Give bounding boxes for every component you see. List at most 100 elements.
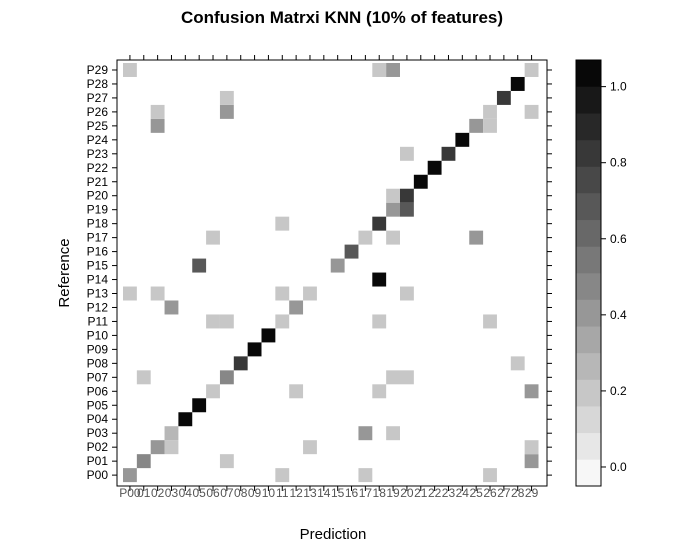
cell-P01-P29 xyxy=(524,454,539,469)
cell-P00-P11 xyxy=(275,468,290,483)
colorbar-band-1 xyxy=(576,432,601,460)
cell-P06-P18 xyxy=(372,384,387,399)
x-tick-label-P26: 26 xyxy=(483,486,497,500)
cell-P25-P26 xyxy=(483,118,497,133)
cell-P28-P28 xyxy=(510,76,525,91)
cell-P04-P04 xyxy=(178,412,193,427)
cell-P19-P19 xyxy=(386,202,400,217)
cell-P11-P07 xyxy=(219,314,234,329)
y-tick-label-P12: P12 xyxy=(87,300,109,314)
colorbar-tick-label-0: 0.0 xyxy=(610,460,627,474)
x-tick-label-P21: 21 xyxy=(414,486,428,500)
y-tick-label-P00: P00 xyxy=(87,468,109,482)
cell-P25-P25 xyxy=(469,118,484,133)
colorbar-band-8 xyxy=(576,246,601,274)
x-tick-label-P16: 16 xyxy=(345,486,359,500)
x-tick-label-P24: 24 xyxy=(456,486,470,500)
cell-P17-P06 xyxy=(206,230,220,245)
colorbar-tick-label-2: 0.4 xyxy=(610,308,627,322)
cell-P18-P18 xyxy=(372,216,387,231)
cell-P11-P26 xyxy=(483,314,497,329)
cell-P26-P29 xyxy=(524,104,539,119)
cell-P26-P26 xyxy=(483,104,497,119)
cell-P27-P27 xyxy=(496,90,511,105)
x-tick-label-P03: 03 xyxy=(165,486,179,500)
y-tick-label-P18: P18 xyxy=(87,217,109,231)
cell-P29-P19 xyxy=(386,63,400,77)
cell-P13-P11 xyxy=(275,286,290,301)
y-tick-label-P22: P22 xyxy=(87,161,109,175)
cell-P00-P26 xyxy=(483,468,497,483)
y-tick-label-P02: P02 xyxy=(87,440,109,454)
colorbar-tick-label-5: 1.0 xyxy=(610,80,627,94)
cell-P24-P24 xyxy=(455,132,470,147)
cell-P07-P19 xyxy=(386,370,400,385)
y-tick-label-P21: P21 xyxy=(87,175,109,189)
cell-P00-P17 xyxy=(358,468,373,483)
y-tick-label-P08: P08 xyxy=(87,356,109,370)
cell-P02-P13 xyxy=(303,440,317,455)
x-tick-label-P06: 06 xyxy=(206,486,220,500)
y-axis-label: Reference xyxy=(56,238,73,307)
cell-P27-P07 xyxy=(219,90,234,105)
x-tick-label-P18: 18 xyxy=(373,486,387,500)
y-tick-label-P09: P09 xyxy=(87,342,109,356)
y-tick-label-P01: P01 xyxy=(87,454,109,468)
y-tick-label-P24: P24 xyxy=(87,133,109,147)
colorbar-band-9 xyxy=(576,219,601,247)
x-tick-label-P12: 12 xyxy=(289,486,303,500)
colorbar-ticks: 0.0 0.2 0.4 0.6 0.8 1.0 xyxy=(601,80,627,474)
cell-P26-P07 xyxy=(219,104,234,119)
plot-frame xyxy=(116,59,548,487)
x-tick-label-P01: 01 xyxy=(137,486,151,500)
cell-P09-P09 xyxy=(247,342,262,357)
cell-P15-P15 xyxy=(330,258,345,273)
cell-P13-P13 xyxy=(303,286,317,301)
cell-P13-P02 xyxy=(150,286,165,301)
y-tick-label-P14: P14 xyxy=(87,273,109,287)
colorbar-band-3 xyxy=(576,379,601,407)
cell-P17-P19 xyxy=(386,230,400,245)
cell-P03-P03 xyxy=(164,426,179,441)
heatmap-cells xyxy=(123,63,539,483)
cell-P06-P06 xyxy=(206,384,220,399)
cell-P07-P07 xyxy=(219,370,234,385)
cell-P06-P29 xyxy=(524,384,539,399)
cell-P23-P23 xyxy=(441,146,456,161)
cell-P07-P20 xyxy=(400,370,414,385)
y-tick-label-P07: P07 xyxy=(87,370,109,384)
cell-P25-P02 xyxy=(150,118,165,133)
colorbar-tick-label-4: 0.8 xyxy=(610,156,627,170)
y-tick-label-P27: P27 xyxy=(87,91,109,105)
y-tick-label-P04: P04 xyxy=(87,412,109,426)
cell-P29-P00 xyxy=(123,63,137,77)
cell-P26-P02 xyxy=(150,104,165,119)
cell-P17-P17 xyxy=(358,230,373,245)
x-tick-label-P25: 25 xyxy=(470,486,484,500)
cell-P13-P00 xyxy=(123,286,137,301)
y-tick-label-P17: P17 xyxy=(87,231,109,245)
colorbar-frame xyxy=(575,59,602,487)
colorbar-tick-label-1: 0.2 xyxy=(610,384,627,398)
cell-P12-P03 xyxy=(164,300,179,315)
cell-P13-P20 xyxy=(400,286,414,301)
cell-P20-P20 xyxy=(400,188,414,203)
cell-P11-P11 xyxy=(275,314,290,329)
cell-P02-P02 xyxy=(150,440,165,455)
cell-P21-P21 xyxy=(413,174,428,189)
cell-P19-P20 xyxy=(400,202,414,217)
y-tick-label-P26: P26 xyxy=(87,105,109,119)
cell-P29-P18 xyxy=(372,63,387,77)
y-tick-label-P29: P29 xyxy=(87,63,109,77)
x-tick-label-P17: 17 xyxy=(359,486,373,500)
x-axis-label: Prediction xyxy=(300,526,367,543)
x-tick-label-P28: 28 xyxy=(511,486,525,500)
x-tick-label-P13: 13 xyxy=(303,486,317,500)
colorbar-band-12 xyxy=(576,139,601,167)
x-tick-label-P10: 10 xyxy=(262,486,276,500)
y-tick-label-P15: P15 xyxy=(87,259,109,273)
cell-P01-P01 xyxy=(136,454,151,469)
cell-P08-P08 xyxy=(233,356,248,371)
